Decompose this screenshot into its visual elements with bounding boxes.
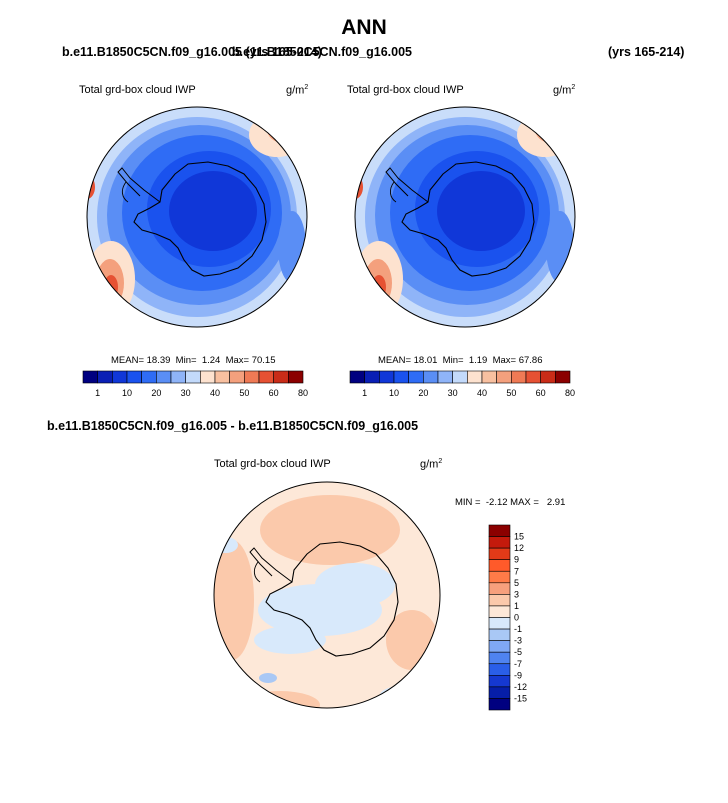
colorbar-right-label: 60 <box>536 388 546 398</box>
colorbar-left-swatch <box>273 370 289 384</box>
colorbar-right-swatch <box>467 370 483 384</box>
colorbar-diff-swatch <box>488 651 511 665</box>
case-name-right: b.e11.B1850C5CN.f09_g16.005 <box>232 45 412 59</box>
units-right: g/m2 <box>553 84 576 97</box>
colorbar-diff-swatch <box>488 663 511 676</box>
colorbar-left-swatch <box>258 370 274 384</box>
colorbar-left-label: 30 <box>181 388 191 398</box>
colorbar-right-swatch <box>555 370 571 384</box>
colorbar-diff-swatch <box>488 594 511 607</box>
colorbar-left-swatch <box>126 370 142 384</box>
colorbar-diff-swatch <box>488 698 511 711</box>
colorbar-left-swatch <box>214 370 230 384</box>
colorbar-left-label: 50 <box>239 388 249 398</box>
colorbar-left-swatch <box>156 370 172 384</box>
colorbar-left-swatch <box>244 370 260 384</box>
colorbar-right-swatch <box>525 370 541 384</box>
colorbar-left-swatch <box>112 370 128 384</box>
map-difference <box>213 481 441 709</box>
stats-left: MEAN= 18.39 Min= 1.24 Max= 70.15 <box>111 355 276 366</box>
colorbar-right-swatch <box>452 370 468 384</box>
colorbar-right-swatch <box>511 370 527 384</box>
colorbar-diff-label: 0 <box>514 613 519 623</box>
colorbar-right-label: 20 <box>418 388 428 398</box>
colorbar-diff-label: -15 <box>514 693 527 703</box>
colorbar-right-swatch <box>408 370 424 384</box>
colorbar-left-swatch <box>185 370 201 384</box>
colorbar-right-label: 10 <box>389 388 399 398</box>
colorbar-diff-swatch <box>488 640 511 653</box>
colorbar-diff-label: -12 <box>514 682 527 692</box>
colorbar-left-swatch <box>200 370 216 384</box>
plot-title: ANN <box>341 16 387 39</box>
map-right <box>354 106 576 328</box>
colorbar-diff-label: -7 <box>514 659 522 669</box>
colorbar-right-swatch <box>437 370 453 384</box>
colorbar-right-swatch <box>393 370 409 384</box>
colorbar-right-swatch <box>379 370 395 384</box>
colorbar-right-label: 1 <box>362 388 367 398</box>
colorbar-left-label: 1 <box>95 388 100 398</box>
colorbar-left-label: 60 <box>269 388 279 398</box>
colorbar-diff-swatch <box>488 547 511 560</box>
colorbar-right-swatch <box>349 370 365 384</box>
difference-case-title: b.e11.B1850C5CN.f09_g16.005 - b.e11.B185… <box>47 419 419 433</box>
colorbar-diff-label: -9 <box>514 670 522 680</box>
colorbar-left-label: 20 <box>151 388 161 398</box>
colorbar-diff-swatch <box>488 675 511 688</box>
variable-name-left: Total grd-box cloud IWP <box>79 84 196 96</box>
colorbar-right-swatch <box>364 370 380 384</box>
colorbar-diff-label: -5 <box>514 647 522 657</box>
colorbar-left-swatch <box>170 370 186 384</box>
colorbar-diff-swatch <box>488 605 511 618</box>
colorbar-diff-label: -3 <box>514 636 522 646</box>
colorbar-left-label: 40 <box>210 388 220 398</box>
stats-right: MEAN= 18.01 Min= 1.19 Max= 67.86 <box>378 355 543 366</box>
colorbar-diff-swatch <box>488 559 511 572</box>
colorbar-right-swatch <box>481 370 497 384</box>
colorbar-left-label: 10 <box>122 388 132 398</box>
variable-name-diff: Total grd-box cloud IWP <box>214 458 331 470</box>
colorbar-right-label: 50 <box>506 388 516 398</box>
variable-name-right: Total grd-box cloud IWP <box>347 84 464 96</box>
colorbar-diff-label: 9 <box>514 555 519 565</box>
case-name-left: b.e11.B1850C5CN.f09_g16.005 (yrs 165-214… <box>62 45 322 59</box>
colorbar-left-swatch <box>141 370 157 384</box>
colorbar-diff-swatch <box>488 582 511 595</box>
units-diff: g/m2 <box>420 458 443 471</box>
colorbar-left-swatch <box>288 370 304 384</box>
colorbar-diff-label: 1 <box>514 601 519 611</box>
stats-diff: MIN = -2.12 MAX = 2.91 <box>455 497 566 508</box>
colorbar-left-swatch <box>82 370 98 384</box>
colorbar-left-swatch <box>229 370 245 384</box>
colorbar-right: 1 10 20 30 40 50 60 80 <box>349 370 575 398</box>
colorbar-diff-label: 7 <box>514 566 519 576</box>
colorbar-diff-swatch <box>488 570 511 584</box>
colorbar-diff-swatch <box>488 536 511 549</box>
colorbar-left: 1 10 20 30 40 50 60 80 <box>82 370 308 398</box>
map-left <box>86 106 308 328</box>
colorbar-right-label: 30 <box>448 388 458 398</box>
colorbar-diff-label: 12 <box>514 543 524 553</box>
colorbar-left-label: 80 <box>298 388 308 398</box>
colorbar-right-label: 80 <box>565 388 575 398</box>
colorbar-diff-swatch <box>488 686 511 699</box>
colorbar-diff-label: 3 <box>514 589 519 599</box>
colorbar-diff-swatch <box>488 628 511 641</box>
colorbar-diff-label: 15 <box>514 532 524 542</box>
colorbar-diff-swatch <box>488 617 511 630</box>
colorbar-right-label: 40 <box>477 388 487 398</box>
colorbar-right-swatch <box>540 370 556 384</box>
colorbar-diff-label: -1 <box>514 624 522 634</box>
colorbar-diff-swatch <box>488 524 511 537</box>
colorbar-right-swatch <box>423 370 439 384</box>
colorbar-diff-label: 5 <box>514 578 519 588</box>
units-left: g/m2 <box>286 84 309 97</box>
colorbar-right-swatch <box>496 370 512 384</box>
years-right: (yrs 165-214) <box>608 45 685 59</box>
colorbar-left-swatch <box>97 370 113 384</box>
